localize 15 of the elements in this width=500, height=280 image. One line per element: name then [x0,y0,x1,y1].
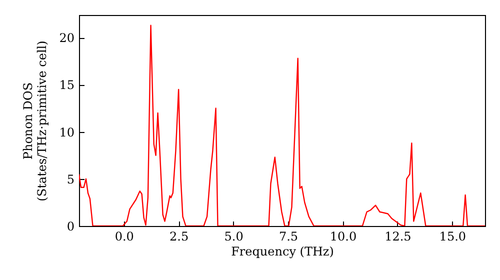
y-tick-label: 5 [66,172,74,186]
y-tick-label: 20 [59,31,74,46]
x-tick-label: 0.0 [114,230,134,244]
x-tick-label: 12.5 [384,230,412,244]
x-axis-title: Frequency (THz) [231,244,334,258]
y-tick-label: 10 [59,125,74,140]
x-tick-label: 5.0 [224,230,244,244]
y-tick-label: 15 [59,78,74,92]
x-tick-label: 10.0 [330,230,357,244]
line-series [79,24,485,226]
x-tick-label: 2.5 [170,230,189,244]
x-tick-label: 15.0 [439,230,466,244]
x-tick-label: 7.5 [278,230,298,244]
y-axis-title: Phonon DOS (States/THz·primitive cell) [21,40,50,202]
y-tick-label: 0 [66,220,74,234]
